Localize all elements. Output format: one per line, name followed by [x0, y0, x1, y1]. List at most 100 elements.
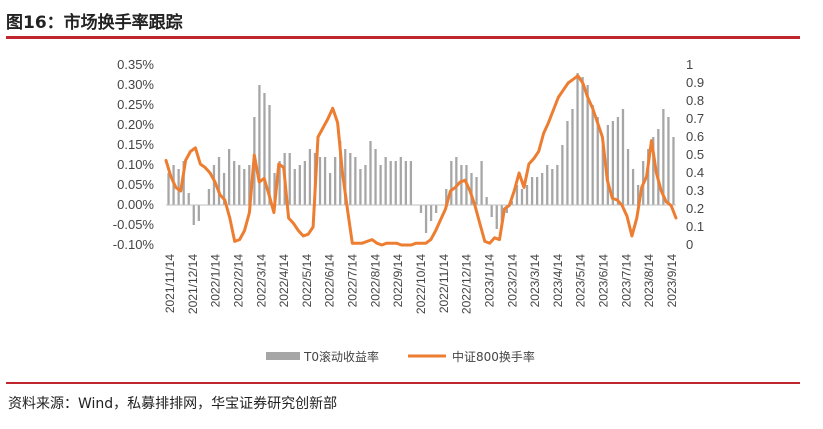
- right-tick-label: 0.5: [686, 147, 704, 162]
- right-tick-label: 0.3: [686, 183, 704, 198]
- bar: [450, 161, 453, 205]
- right-tick-label: 0.4: [686, 165, 704, 180]
- left-tick-label: 0.20%: [117, 117, 154, 132]
- bar: [374, 149, 377, 205]
- x-tick-label: 2022/2/14: [231, 254, 245, 308]
- bar: [435, 205, 438, 213]
- bar: [520, 189, 524, 205]
- right-tick-label: 0.8: [686, 93, 704, 108]
- bar: [460, 165, 463, 205]
- bar: [581, 77, 584, 205]
- bar: [359, 169, 362, 205]
- bar: [212, 165, 216, 205]
- line-series: [164, 74, 678, 247]
- x-tick-label: 2022/11/14: [437, 254, 451, 313]
- bar: [339, 141, 342, 205]
- bar: [500, 205, 503, 221]
- legend-bar-swatch: [266, 352, 300, 360]
- bar: [349, 153, 352, 205]
- bar: [268, 105, 271, 205]
- bar: [530, 177, 534, 205]
- bar: [293, 169, 296, 205]
- x-tick-label: 2023/5/14: [574, 254, 588, 308]
- bar: [541, 173, 544, 205]
- right-tick-label: 0.1: [686, 219, 704, 234]
- bar: [334, 157, 337, 205]
- bar: [551, 169, 554, 205]
- left-tick-label: 0.15%: [117, 137, 154, 152]
- right-tick-label: 0.2: [686, 201, 704, 216]
- source-note: 资料来源：Wind，私募排排网，华宝证券研究创新部: [8, 396, 338, 412]
- x-tick-label: 2022/9/14: [391, 254, 405, 308]
- bar: [192, 205, 195, 225]
- bar: [616, 117, 620, 205]
- bar: [601, 145, 604, 205]
- x-tick-label: 2023/2/14: [505, 254, 519, 308]
- bar: [409, 161, 413, 205]
- x-tick-label: 2022/8/14: [368, 254, 382, 308]
- bar: [354, 157, 357, 205]
- bar: [167, 173, 170, 205]
- figure-title: 图16：市场换手率跟踪: [6, 13, 183, 33]
- bar: [182, 161, 185, 205]
- x-tick-label: 2023/1/14: [482, 254, 496, 308]
- x-tick-label: 2023/6/14: [597, 254, 611, 308]
- legend: T0滚动收益率 中证800换手率: [266, 349, 535, 364]
- bar: [303, 161, 306, 205]
- x-axis: 2021/11/14 2021/12/14 2022/1/14 2022/2/14 20…: [163, 254, 679, 314]
- bar: [394, 161, 397, 205]
- bar: [288, 153, 291, 205]
- bar: [308, 149, 312, 205]
- x-tick-label: 2022/3/14: [254, 254, 268, 308]
- bar: [238, 165, 241, 205]
- bar: [652, 137, 655, 205]
- left-tick-label: 0.00%: [117, 197, 154, 212]
- left-tick-label: 0.25%: [117, 97, 154, 112]
- x-tick-label: 2022/12/14: [460, 254, 474, 314]
- bar: [470, 173, 473, 205]
- top-rule: [6, 36, 800, 39]
- bar: [233, 161, 236, 205]
- bar: [455, 157, 458, 205]
- bar: [328, 173, 332, 205]
- left-tick-label: 0.10%: [117, 157, 154, 172]
- bar: [384, 157, 387, 205]
- bar: [636, 185, 640, 205]
- right-tick-label: 0.7: [686, 111, 704, 126]
- bar: [227, 149, 231, 205]
- bar: [273, 173, 276, 205]
- bar: [389, 161, 392, 205]
- bar: [657, 129, 660, 205]
- bar: [667, 117, 670, 205]
- bar: [606, 125, 609, 205]
- bar: [344, 149, 347, 205]
- x-tick-label: 2023/8/14: [642, 254, 656, 308]
- bar: [248, 165, 251, 205]
- bar: [596, 117, 599, 205]
- bar: [207, 189, 211, 205]
- bar: [379, 165, 382, 205]
- bar: [485, 197, 488, 205]
- bar: [419, 205, 423, 213]
- x-tick-label: 2022/6/14: [323, 254, 337, 308]
- bar: [364, 165, 367, 205]
- bar: [187, 193, 190, 205]
- x-tick-label: 2022/7/14: [346, 254, 360, 308]
- bar: [576, 73, 579, 205]
- legend-line-label: 中证800换手率: [452, 349, 535, 364]
- bar: [318, 157, 322, 205]
- bar: [495, 205, 498, 229]
- bar: [561, 145, 564, 205]
- right-tick-label: 1: [686, 57, 693, 72]
- bar: [323, 157, 327, 205]
- bar: [525, 185, 529, 205]
- left-tick-label: -0.10%: [113, 237, 155, 252]
- bar: [243, 169, 246, 205]
- bar: [490, 205, 493, 217]
- bar: [197, 205, 200, 221]
- line-path: [164, 74, 678, 247]
- bar: [510, 201, 514, 205]
- bar: [404, 161, 407, 205]
- combo-chart: 0.35% 0.30% 0.25% 0.20% 0.15% 0.10% 0.05% 0.00%…: [113, 57, 704, 364]
- bar: [672, 137, 675, 205]
